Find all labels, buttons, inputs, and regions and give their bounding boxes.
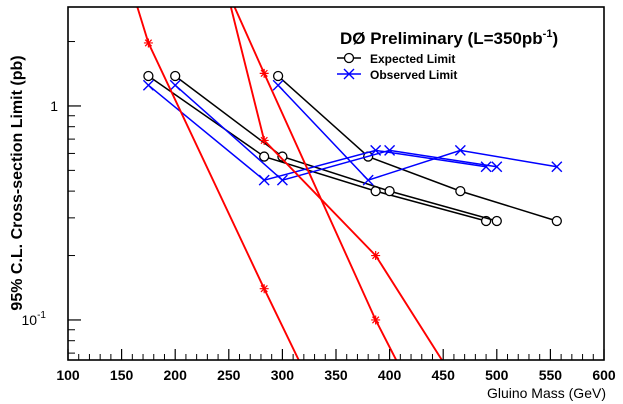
data-point-observed (454, 144, 466, 156)
legend: Expected Limit Observed Limit (337, 52, 457, 82)
data-point-expected (491, 215, 502, 227)
data-point-expected (170, 70, 181, 82)
legend-entry: Expected Limit (337, 52, 455, 66)
series-line-observed (147, 84, 487, 181)
legend-entry: Observed Limit (337, 68, 457, 82)
data-point-theory (259, 135, 269, 145)
data-point-observed (142, 79, 154, 91)
x-tick-label: 300 (271, 367, 295, 383)
data-point-expected (384, 185, 395, 197)
y-tick-base: 10 (22, 312, 38, 328)
data-point-theory (371, 251, 381, 261)
y-tick-label: 10-1 (22, 310, 47, 328)
data-point-expected (272, 70, 284, 82)
y-axis-label: 95% C.L. Cross-section Limit (pb) (9, 55, 26, 310)
x-tick-label: 400 (378, 367, 402, 383)
x-tick-label: 100 (56, 367, 80, 383)
data-point-observed (362, 174, 374, 186)
data-point-theory (371, 315, 381, 325)
series-theory-8 (229, 7, 444, 360)
legend-marker (343, 68, 355, 80)
plot-frame (67, 6, 605, 361)
series-line-theory (136, 7, 300, 360)
y-tick-exponent: -1 (37, 310, 46, 321)
x-tick-label: 350 (324, 367, 348, 383)
data-point-theory (259, 284, 269, 294)
y-axis: 1 10-1 (22, 41, 81, 354)
x-axis-label: Gluino Mass (GeV) (487, 385, 606, 401)
chart-title-superscript: -1 (543, 28, 553, 40)
data-point-observed (551, 161, 563, 173)
legend-marker (343, 52, 355, 64)
chart-title-close: ) (552, 29, 558, 48)
data-point-observed (384, 144, 396, 156)
data-point-theory (143, 38, 153, 48)
x-tick-label: 600 (592, 367, 616, 383)
series-expected-2 (272, 70, 562, 227)
data-point-observed (480, 161, 492, 173)
x-axis: 100 150 200 250 300 350 400 450 500 550 600 (56, 349, 616, 383)
data-point-expected (143, 70, 154, 82)
series-line-expected (277, 75, 558, 222)
series-expected-0 (143, 70, 492, 227)
series-line-expected (147, 75, 487, 222)
series-line-expected (174, 75, 498, 222)
series-layer (136, 7, 563, 360)
series-expected-1 (170, 70, 502, 227)
series-observed-3 (142, 79, 492, 186)
series-theory-6 (136, 7, 300, 360)
x-tick-label: 200 (164, 367, 188, 383)
data-point-observed (272, 79, 284, 91)
data-point-expected (277, 151, 288, 162)
data-point-expected (259, 151, 270, 162)
chart-title: DØ Preliminary (L=350pb-1) (340, 28, 558, 48)
x-tick-label: 550 (539, 367, 563, 383)
data-point-expected (455, 185, 466, 197)
data-point-observed (276, 174, 288, 186)
x-tick-label: 150 (110, 367, 134, 383)
data-point-observed (258, 174, 270, 186)
series-line-observed (174, 84, 497, 182)
data-point-expected (551, 215, 562, 227)
y-tick-label: 1 (50, 98, 58, 114)
x-tick-label: 250 (217, 367, 241, 383)
legend-label: Observed Limit (370, 68, 457, 82)
legend-label: Expected Limit (370, 52, 455, 66)
data-point-observed (491, 161, 503, 173)
chart-title-main: DØ Preliminary (L=350pb (340, 29, 543, 48)
series-line-theory (229, 7, 444, 360)
series-observed-4 (169, 79, 503, 186)
data-point-observed (169, 79, 181, 91)
series-observed-5 (272, 79, 563, 186)
series-line-observed (277, 84, 557, 182)
data-point-theory (259, 68, 269, 78)
x-tick-label: 450 (432, 367, 456, 383)
x-tick-label: 500 (485, 367, 509, 383)
